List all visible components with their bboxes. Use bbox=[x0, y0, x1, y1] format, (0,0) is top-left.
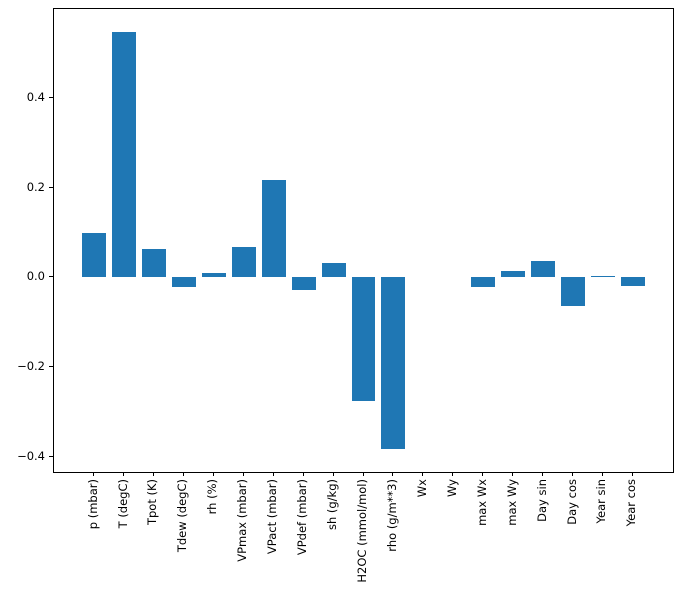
bar-day-cos bbox=[561, 277, 585, 306]
x-tick-mark bbox=[631, 472, 633, 476]
bar-vpact-mbar bbox=[261, 179, 286, 278]
x-tick-mark bbox=[512, 472, 514, 476]
x-tick-label-vpmax-mbar: VPmax (mbar) bbox=[235, 479, 250, 562]
plot-area bbox=[53, 8, 674, 473]
x-tick-mark bbox=[242, 472, 244, 476]
x-tick-label-tpot-k: Tpot (K) bbox=[145, 479, 160, 526]
x-tick-label-p-mbar: p (mbar) bbox=[85, 479, 100, 530]
x-tick-label-year-cos: Year cos bbox=[624, 479, 639, 527]
y-tick-label: −0.4 bbox=[17, 448, 45, 463]
x-tick-mark bbox=[601, 472, 603, 476]
x-tick-mark bbox=[542, 472, 544, 476]
x-tick-label-max-wy: max Wy bbox=[504, 479, 519, 526]
x-tick-label-sh-g-kg: sh (g/kg) bbox=[325, 479, 340, 531]
bar-max-wy bbox=[501, 270, 526, 278]
x-tick-label-rho-g-m-3: rho (g/m**3) bbox=[384, 479, 399, 552]
x-tick-mark bbox=[362, 472, 364, 476]
x-tick-label-h2oc-mmol-mol: H2OC (mmol/mol) bbox=[355, 479, 369, 583]
y-tick-mark bbox=[49, 97, 53, 99]
y-tick-label: 0.0 bbox=[26, 269, 45, 284]
bar-tpot-k bbox=[142, 248, 166, 278]
bar-tdew-degc bbox=[171, 277, 196, 288]
x-tick-mark bbox=[212, 472, 214, 476]
x-tick-label-vpact-mbar: VPact (mbar) bbox=[265, 479, 280, 555]
x-tick-mark bbox=[422, 472, 424, 476]
x-tick-label-max-wx: max Wx bbox=[474, 479, 489, 526]
y-tick-label: −0.2 bbox=[17, 359, 45, 374]
x-tick-label-day-sin: Day sin bbox=[534, 479, 549, 522]
x-tick-mark bbox=[93, 472, 95, 476]
bar-max-wx bbox=[471, 277, 496, 288]
x-tick-mark bbox=[272, 472, 274, 476]
x-tick-label-rh: rh (%) bbox=[205, 479, 220, 515]
x-tick-mark bbox=[482, 472, 484, 476]
x-tick-mark bbox=[452, 472, 454, 476]
bar-rh bbox=[201, 272, 226, 278]
bar-h2oc-mmol-mol bbox=[351, 277, 376, 401]
bar-vpmax-mbar bbox=[231, 247, 256, 278]
bar-t-degc bbox=[112, 32, 136, 278]
x-tick-label-tdew-degc: Tdew (degC) bbox=[175, 479, 190, 553]
x-tick-label-day-cos: Day cos bbox=[564, 479, 579, 525]
bar-sh-g-kg bbox=[321, 262, 346, 278]
y-tick-label: 0.4 bbox=[26, 90, 45, 105]
x-tick-label-t-degc: T (degC) bbox=[115, 479, 130, 529]
x-tick-mark bbox=[572, 472, 574, 476]
x-tick-label-year-sin: Year sin bbox=[594, 479, 609, 524]
bar-p-mbar bbox=[82, 232, 107, 278]
bar-rho-g-m-3 bbox=[381, 277, 406, 450]
y-tick-label: 0.2 bbox=[26, 179, 45, 194]
x-tick-label-vpdef-mbar: VPdef (mbar) bbox=[295, 479, 310, 556]
y-tick-mark bbox=[49, 276, 53, 278]
x-tick-mark bbox=[152, 472, 154, 476]
x-tick-mark bbox=[182, 472, 184, 476]
x-tick-label-wx: Wx bbox=[414, 479, 429, 498]
x-tick-mark bbox=[302, 472, 304, 476]
x-tick-mark bbox=[123, 472, 125, 476]
bar-year-cos bbox=[620, 277, 645, 287]
y-tick-mark bbox=[49, 186, 53, 188]
y-tick-mark bbox=[49, 455, 53, 457]
y-tick-mark bbox=[49, 366, 53, 368]
x-tick-label-wy: Wy bbox=[444, 479, 459, 497]
x-tick-mark bbox=[332, 472, 334, 476]
bar-year-sin bbox=[590, 276, 615, 278]
bar-day-sin bbox=[531, 261, 556, 278]
bar-vpdef-mbar bbox=[291, 277, 316, 290]
x-tick-mark bbox=[392, 472, 394, 476]
